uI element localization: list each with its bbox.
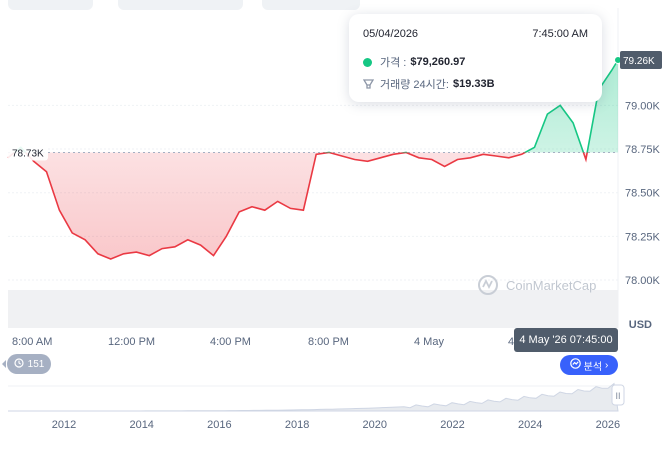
chevron-right-icon: › (605, 359, 609, 371)
history-icon (14, 357, 24, 371)
range-navigator[interactable]: II 2012 2014 2016 2018 2020 2022 2024 2026 (8, 382, 625, 431)
navigator-handle[interactable] (611, 384, 625, 406)
price-dot-icon (363, 57, 372, 67)
y-tick-label: 79.00K (625, 100, 661, 112)
baseline-label-bg (8, 144, 48, 161)
volume-band (8, 290, 618, 328)
navigator-year-label: 2024 (518, 419, 542, 431)
x-tick-label: 4 (508, 336, 514, 348)
navigator-year-label: 2016 (207, 419, 231, 431)
y-axis: 79.00K 78.75K 78.50K 78.25K 78.00K 78.73K 79.2… (8, 51, 662, 287)
coinmarketcap-watermark: CoinMarketCap (478, 275, 596, 295)
x-tick-label: 8:00 PM (308, 336, 349, 348)
navigator-year-label: 2022 (440, 419, 464, 431)
navigator-year-label: 2018 (285, 419, 309, 431)
history-count-badge[interactable]: 151 (2, 354, 51, 374)
x-tick-label: 8:00 AM (12, 336, 52, 348)
top-tab-left[interactable] (8, 0, 93, 10)
analysis-button-label: 분석 (583, 361, 603, 373)
tooltip-time: 7:45:00 AM (532, 28, 588, 40)
x-tick-label: 4:00 PM (210, 336, 251, 348)
navigator-year-label: 2012 (52, 419, 76, 431)
current-price-label-bg (620, 51, 662, 69)
navigator-year-label: 2026 (596, 419, 620, 431)
tooltip-volume-label: 거래량 24시간: (380, 79, 449, 91)
area-above-baseline (14, 60, 618, 153)
tooltip-volume-value: $19.33B (452, 78, 495, 90)
x-tick-label: 4 May (414, 336, 444, 348)
navigator-year-label: 2020 (363, 419, 387, 431)
navigator-handle-grip: II (615, 391, 620, 401)
x-tick-label: 12:00 PM (108, 336, 155, 348)
baseline-price-label: 78.73K (12, 149, 44, 160)
tooltip-price-value: $79,260.97 (410, 56, 466, 68)
tooltip-price-label: 가격 : (380, 57, 407, 69)
top-tab-right[interactable] (262, 0, 360, 10)
analysis-button[interactable]: 분석 › (560, 355, 618, 375)
analysis-icon (569, 358, 581, 372)
volume-icon (363, 79, 374, 89)
navigator-history-area (8, 382, 619, 412)
coinmarketcap-logo-icon (478, 275, 498, 295)
tooltip-price-row: 가격 : $79,260.97 (363, 54, 465, 70)
y-tick-label: 78.25K (625, 231, 661, 243)
current-price-label: 79.26K (623, 56, 655, 67)
x-axis: 8:00 AM 12:00 PM 4:00 PM 8:00 PM 4 May 4 (12, 336, 514, 348)
watermark-text: CoinMarketCap (506, 278, 596, 293)
currency-label: USD (629, 319, 652, 331)
tooltip-date: 05/04/2026 (363, 28, 419, 40)
navigator-year-label: 2014 (129, 419, 153, 431)
y-tick-label: 78.00K (625, 275, 661, 287)
line-below-baseline (7, 152, 588, 260)
price-tooltip: 05/04/2026 7:45:00 AM 가격 : $79,260.97 거래… (349, 14, 602, 102)
hover-time-label: 4 May '26 07:45:00 (514, 328, 618, 352)
area-below-baseline (8, 152, 618, 259)
y-tick-label: 78.75K (625, 144, 661, 156)
price-area (8, 60, 618, 259)
top-tab-middle[interactable] (118, 0, 243, 10)
tooltip-volume-row: 거래량 24시간: $19.33B (363, 76, 495, 92)
y-tick-label: 78.50K (625, 188, 661, 200)
history-count: 151 (27, 358, 45, 370)
